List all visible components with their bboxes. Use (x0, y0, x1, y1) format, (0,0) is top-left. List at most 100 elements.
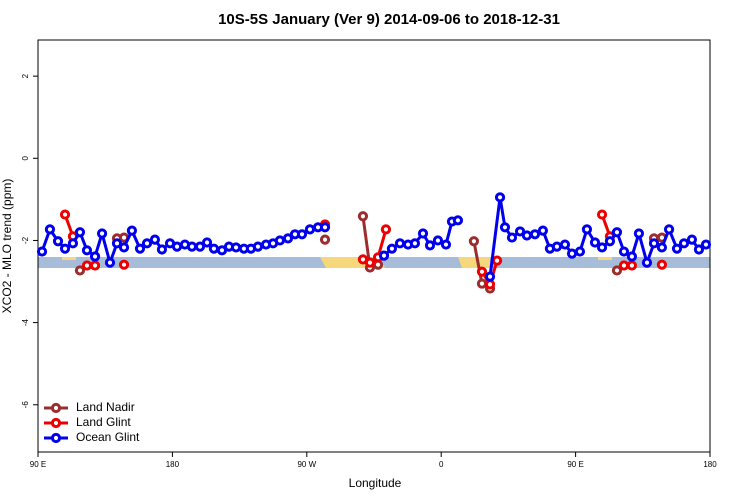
data-point (494, 192, 506, 203)
data-point (380, 224, 392, 235)
data-point (141, 238, 153, 249)
legend-marker (50, 402, 62, 414)
data-point (81, 260, 93, 271)
data-point (36, 246, 48, 257)
data-point (424, 240, 436, 251)
data-point (521, 230, 533, 241)
data-point (74, 227, 86, 238)
y-tick-label: -4 (21, 319, 30, 327)
data-point (671, 243, 683, 254)
data-point (208, 243, 220, 254)
data-point (67, 238, 79, 249)
x-tick-label: 90 E (30, 460, 46, 469)
mask-land (62, 257, 76, 260)
data-point (104, 257, 116, 268)
data-point (678, 238, 690, 249)
data-point (626, 260, 637, 271)
data-point (700, 239, 712, 250)
data-point (663, 224, 675, 235)
data-point (589, 237, 601, 248)
data-point (656, 259, 668, 270)
legend-label: Land Glint (76, 415, 131, 429)
y-axis-label: XCO2 - MLO trend (ppm) (0, 179, 14, 314)
data-point (604, 236, 616, 247)
y-tick-label: 2 (21, 73, 30, 78)
data-point (514, 226, 526, 237)
data-point (59, 243, 71, 254)
data-point (357, 211, 369, 222)
data-point (89, 251, 101, 262)
x-tick-label: 90 W (297, 460, 316, 469)
data-point (74, 265, 86, 276)
data-point (537, 225, 548, 236)
data-point (468, 236, 480, 247)
data-point (252, 241, 264, 252)
data-point (394, 238, 406, 249)
data-point (611, 227, 623, 238)
data-point (693, 244, 705, 255)
data-point (89, 260, 101, 271)
data-point (118, 259, 130, 270)
data-point (409, 238, 421, 249)
data-point (194, 241, 206, 252)
x-tick-label: 180 (703, 460, 717, 469)
data-point (648, 238, 660, 249)
data-point (186, 241, 198, 252)
y-tick-label: -2 (21, 236, 30, 244)
data-point (134, 243, 146, 254)
data-point (149, 234, 161, 245)
data-point (319, 234, 331, 245)
data-point (156, 244, 168, 255)
data-point (96, 228, 108, 239)
legend-marker (50, 432, 62, 444)
data-point (378, 250, 390, 261)
data-point (52, 236, 64, 247)
data-point (641, 257, 653, 268)
data-point (432, 235, 444, 246)
mask-land (598, 257, 612, 260)
mask-land (458, 257, 490, 268)
data-point (81, 245, 93, 256)
data-point (618, 260, 630, 271)
chart-title: 10S-5S January (Ver 9) 2014-09-06 to 201… (218, 11, 560, 28)
data-point (559, 239, 571, 250)
data-point (656, 242, 668, 253)
data-point (596, 242, 608, 253)
data-point (499, 222, 511, 233)
data-point (476, 266, 488, 277)
data-point (319, 222, 331, 233)
data-point (611, 265, 623, 276)
data-point (171, 241, 183, 252)
x-axis-label: Longitude (349, 476, 402, 490)
data-point (618, 246, 630, 257)
data-point (282, 233, 294, 244)
data-point (201, 237, 213, 248)
data-point (484, 279, 496, 290)
data-point (506, 232, 518, 243)
x-tick-label: 180 (166, 460, 180, 469)
data-point (452, 215, 464, 226)
data-point (118, 242, 130, 253)
y-tick-label: 0 (21, 156, 30, 161)
legend-label: Land Nadir (76, 400, 135, 414)
data-point (596, 209, 608, 220)
data-point (529, 229, 541, 240)
data-point (386, 243, 398, 254)
data-point (581, 224, 593, 235)
data-point (44, 224, 56, 235)
data-point (491, 255, 503, 266)
data-point (566, 248, 578, 259)
data-point (417, 228, 429, 239)
y-tick-label: -6 (21, 401, 30, 409)
data-point (440, 239, 452, 250)
data-point (633, 228, 645, 239)
data-point (230, 242, 242, 253)
legend-marker (50, 417, 62, 429)
legend-label: Ocean Glint (76, 430, 140, 444)
data-point (551, 241, 563, 252)
x-tick-label: 90 E (567, 460, 583, 469)
data-point (476, 278, 488, 289)
data-point (111, 238, 123, 249)
